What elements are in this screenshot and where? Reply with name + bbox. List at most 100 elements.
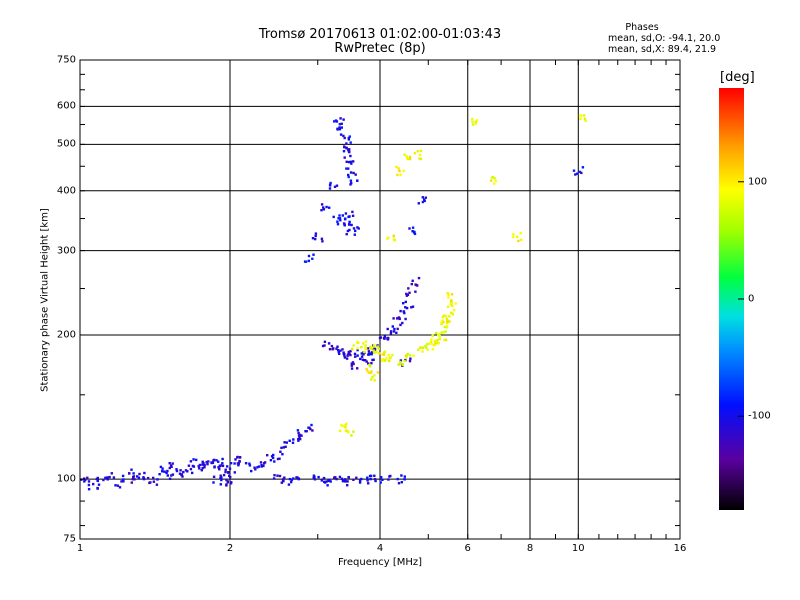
data-point — [411, 305, 415, 308]
data-point — [146, 476, 150, 480]
data-point — [392, 238, 396, 241]
data-point — [430, 338, 433, 341]
colorbar-label: [deg] — [720, 70, 755, 85]
data-point — [347, 350, 350, 354]
data-point — [328, 478, 331, 482]
data-point — [211, 461, 215, 464]
data-point — [413, 152, 417, 155]
data-point — [408, 227, 411, 230]
data-point — [298, 436, 301, 439]
data-point — [130, 481, 133, 484]
data-point — [142, 477, 146, 481]
data-point — [341, 348, 344, 351]
data-point — [362, 353, 365, 356]
data-point — [313, 475, 316, 478]
data-point — [351, 210, 354, 214]
data-point — [412, 354, 415, 357]
data-point — [387, 353, 390, 357]
data-point — [354, 355, 357, 358]
data-point — [343, 356, 347, 359]
data-point — [381, 359, 384, 362]
y-tick-label: 600 — [56, 100, 76, 112]
chart-title: Tromsø 20170613 01:02:00-01:03:43 — [258, 27, 502, 42]
colorbar-tick-label: 0 — [748, 293, 755, 305]
data-point — [340, 122, 343, 125]
data-point — [276, 474, 279, 477]
data-point — [401, 363, 404, 366]
data-point — [131, 478, 135, 481]
data-point — [328, 187, 332, 190]
data-point — [269, 459, 273, 462]
data-point — [397, 316, 401, 319]
data-point — [87, 480, 91, 483]
data-point — [201, 466, 204, 470]
data-point — [347, 215, 350, 219]
data-point — [416, 284, 419, 287]
data-point — [389, 356, 392, 359]
data-point — [296, 429, 300, 432]
data-point — [578, 170, 582, 174]
data-point — [334, 476, 337, 479]
data-point — [396, 477, 399, 481]
data-point — [343, 353, 346, 356]
data-point — [371, 346, 374, 349]
data-point — [201, 463, 204, 466]
data-point — [404, 306, 407, 309]
data-point — [355, 476, 358, 479]
data-point — [365, 368, 368, 371]
data-point — [489, 179, 493, 182]
data-point — [433, 339, 436, 343]
data-point — [297, 477, 300, 481]
data-point — [320, 209, 323, 212]
data-point — [376, 371, 379, 374]
data-point — [424, 344, 427, 348]
data-point — [217, 466, 220, 469]
data-point — [392, 234, 395, 237]
data-point — [446, 305, 450, 308]
data-point — [283, 476, 286, 479]
data-point — [444, 338, 448, 342]
data-point — [349, 154, 352, 158]
data-point — [581, 166, 585, 169]
data-point — [347, 431, 350, 434]
data-point — [352, 160, 355, 163]
data-point — [356, 179, 359, 182]
data-point — [283, 441, 286, 444]
data-point — [409, 357, 412, 360]
data-point — [201, 460, 204, 463]
data-point — [329, 181, 332, 185]
data-point — [97, 483, 101, 486]
data-point — [323, 344, 326, 347]
data-point — [181, 475, 184, 478]
data-point — [342, 118, 345, 121]
data-point — [381, 353, 384, 356]
data-point — [436, 339, 439, 342]
data-point — [343, 224, 346, 227]
data-point — [442, 321, 445, 324]
data-point — [336, 223, 340, 226]
data-point — [87, 483, 91, 487]
data-point — [404, 300, 407, 304]
data-point — [348, 220, 351, 224]
data-point — [408, 155, 412, 159]
data-point — [229, 475, 232, 479]
data-point — [292, 477, 295, 480]
data-point — [345, 429, 349, 432]
data-point — [512, 233, 515, 236]
data-point — [360, 346, 363, 349]
data-point — [441, 319, 444, 322]
data-point — [341, 214, 344, 217]
data-point — [373, 379, 376, 382]
data-point — [450, 302, 453, 305]
data-point — [219, 464, 222, 467]
data-point — [338, 429, 342, 432]
data-point — [130, 468, 133, 471]
data-point — [338, 352, 341, 355]
data-point — [360, 477, 363, 481]
data-point — [122, 478, 125, 481]
data-point — [191, 471, 194, 475]
data-point — [347, 175, 350, 179]
data-point — [419, 157, 423, 161]
data-point — [388, 475, 391, 478]
x-tick-label: 1 — [76, 543, 84, 554]
